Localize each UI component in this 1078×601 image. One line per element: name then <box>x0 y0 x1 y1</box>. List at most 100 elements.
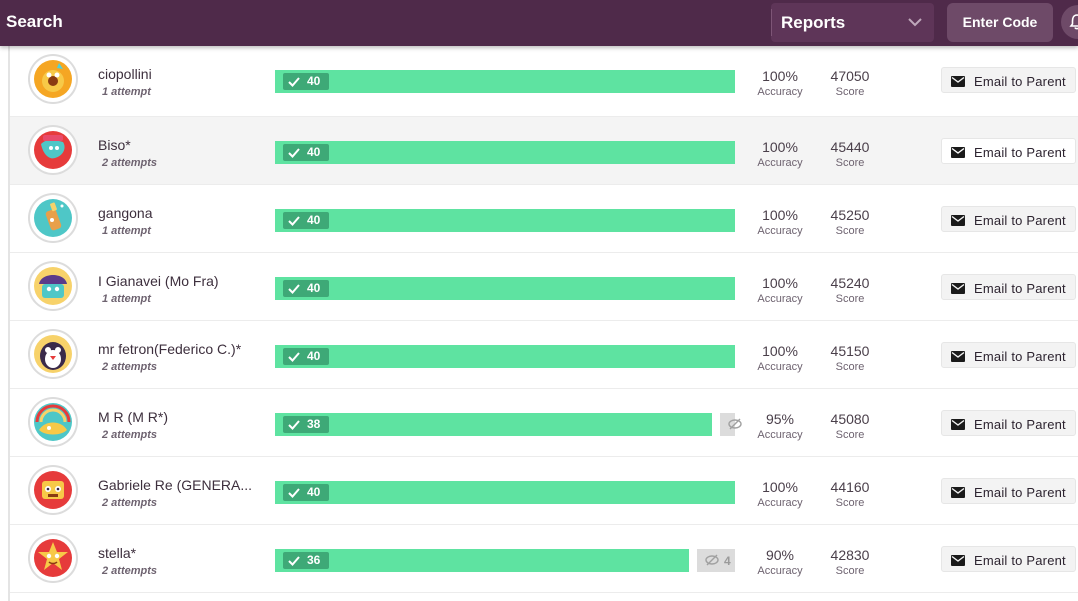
progress-bar: 40 <box>275 209 735 232</box>
player-row[interactable]: ciopollini 1 attempt 40 100% Accuracy 47… <box>10 46 1078 117</box>
progress-bar: 40 <box>275 70 735 93</box>
enter-code-button[interactable]: Enter Code <box>947 3 1053 42</box>
correct-badge: 40 <box>283 348 329 365</box>
attempts-count: 2 attempts <box>102 565 158 577</box>
correct-count: 40 <box>307 74 321 88</box>
attempts-count: 1 attempt <box>102 225 151 237</box>
correct-badge: 40 <box>283 484 329 501</box>
accuracy-label: Accuracy <box>757 86 803 98</box>
check-icon <box>288 284 300 294</box>
cupcake-monster-icon <box>34 267 72 305</box>
email-to-parent-button[interactable]: Email to Parent <box>941 138 1076 164</box>
accuracy-value: 90% <box>765 547 795 563</box>
avatar <box>30 195 76 241</box>
email-to-parent-button[interactable]: Email to Parent <box>941 546 1076 572</box>
progress-bar: 4 36 <box>275 549 735 572</box>
bell-icon <box>1069 14 1078 30</box>
email-to-parent-button[interactable]: Email to Parent <box>941 274 1076 300</box>
envelope-icon <box>951 487 965 498</box>
email-to-parent-button[interactable]: Email to Parent <box>941 478 1076 504</box>
accuracy-value: 100% <box>762 68 798 84</box>
player-list: ciopollini 1 attempt 40 100% Accuracy 47… <box>10 46 1078 601</box>
score-label: Score <box>835 429 865 441</box>
score-label: Score <box>835 157 865 169</box>
email-button-label: Email to Parent <box>974 145 1066 160</box>
correct-count: 40 <box>307 145 321 159</box>
correct-count: 40 <box>307 349 321 363</box>
reports-dropdown[interactable]: Reports <box>771 3 934 42</box>
envelope-icon <box>951 351 965 362</box>
player-name: stella* <box>98 545 137 561</box>
hidden-count: 4 <box>724 554 731 568</box>
correct-bar <box>275 277 735 300</box>
correct-badge: 40 <box>283 73 329 90</box>
reports-label: Reports <box>781 13 846 32</box>
attempts-count: 2 attempts <box>102 361 158 373</box>
attempts-count: 2 attempts <box>102 497 158 509</box>
world-map-monster-icon <box>34 131 72 169</box>
avatar <box>30 535 76 581</box>
player-row[interactable]: gangona 1 attempt 40 100% Accuracy 45250… <box>10 185 1078 253</box>
accuracy-value: 100% <box>762 139 798 155</box>
envelope-icon <box>951 555 965 566</box>
player-row[interactable]: I Gianavei (Mo Fra) 1 attempt 40 100% Ac… <box>10 253 1078 321</box>
correct-bar <box>275 70 735 93</box>
search-label[interactable]: Search <box>6 12 63 31</box>
email-to-parent-button[interactable]: Email to Parent <box>941 410 1076 436</box>
accuracy-label: Accuracy <box>757 429 803 441</box>
player-name: mr fetron(Federico C.)* <box>98 341 242 357</box>
email-to-parent-button[interactable]: Email to Parent <box>941 67 1076 93</box>
accuracy-label: Accuracy <box>757 225 803 237</box>
hidden-answers-bar <box>720 413 742 436</box>
score-value: 45150 <box>830 343 870 359</box>
check-icon <box>288 488 300 498</box>
hidden-answers-bar: 4 <box>697 549 735 572</box>
score-value: 45080 <box>830 411 870 427</box>
email-to-parent-button[interactable]: Email to Parent <box>941 206 1076 232</box>
envelope-icon <box>951 76 965 87</box>
envelope-icon <box>951 215 965 226</box>
fireball-monster-icon <box>34 60 72 98</box>
star-monster-icon <box>34 539 72 577</box>
chevron-down-icon <box>908 18 922 27</box>
email-to-parent-button[interactable]: Email to Parent <box>941 342 1076 368</box>
player-row[interactable]: M R (M R*) 2 attempts 38 95% Accuracy 45… <box>10 389 1078 457</box>
progress-bar: 38 <box>275 413 742 436</box>
score-label: Score <box>835 86 865 98</box>
player-name: I Gianavei (Mo Fra) <box>98 273 219 289</box>
robot-monster-icon <box>34 471 72 509</box>
player-row[interactable]: mr fetron(Federico C.)* 2 attempts 40 10… <box>10 321 1078 389</box>
correct-badge: 40 <box>283 212 329 229</box>
player-row[interactable]: Biso* 2 attempts 40 100% Accuracy 45440 … <box>10 117 1078 185</box>
correct-bar <box>275 549 689 572</box>
accuracy-label: Accuracy <box>757 293 803 305</box>
notifications-button[interactable] <box>1061 5 1078 39</box>
eye-slash-icon <box>728 418 742 430</box>
check-icon <box>288 556 300 566</box>
correct-badge: 36 <box>283 552 329 569</box>
correct-bar <box>275 345 735 368</box>
email-button-label: Email to Parent <box>974 417 1066 432</box>
correct-count: 36 <box>307 553 321 567</box>
correct-bar <box>275 209 735 232</box>
attempts-count: 1 attempt <box>102 293 151 305</box>
score-label: Score <box>835 225 865 237</box>
avatar <box>30 263 76 309</box>
avatar <box>30 467 76 513</box>
check-icon <box>288 77 300 87</box>
email-button-label: Email to Parent <box>974 485 1066 500</box>
avatar <box>30 331 76 377</box>
accuracy-label: Accuracy <box>757 497 803 509</box>
accuracy-label: Accuracy <box>757 157 803 169</box>
progress-bar: 40 <box>275 277 735 300</box>
accuracy-value: 100% <box>762 275 798 291</box>
avatar <box>30 56 76 102</box>
penguin-monster-icon <box>34 335 72 373</box>
attempts-count: 2 attempts <box>102 429 158 441</box>
top-bar: Search Reports Enter Code <box>0 0 1078 46</box>
player-row[interactable]: Gabriele Re (GENERA... 2 attempts 40 100… <box>10 457 1078 525</box>
player-row[interactable]: stella* 2 attempts 4 36 90% Accuracy 428… <box>10 525 1078 593</box>
attempts-count: 2 attempts <box>102 157 158 169</box>
avatar <box>30 127 76 173</box>
player-name: ciopollini <box>98 66 152 82</box>
